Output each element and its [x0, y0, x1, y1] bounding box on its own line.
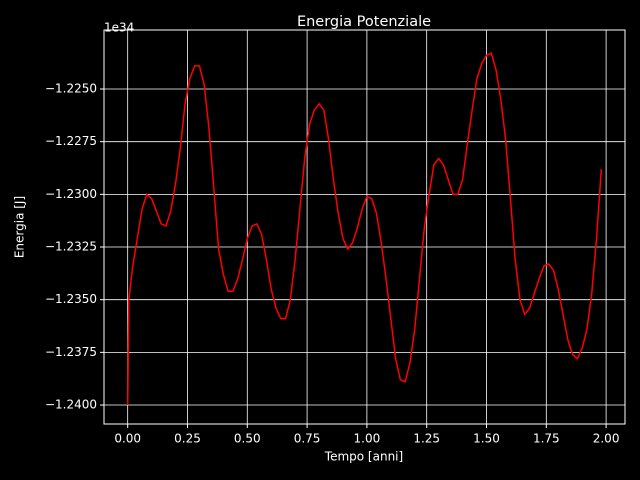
- x-tick-label: 1.50: [473, 432, 500, 446]
- data-line: [126, 52, 603, 406]
- plot-frame: [103, 29, 626, 425]
- y-tick-label: −1.2350: [45, 292, 97, 306]
- x-tick-label: 1.25: [413, 432, 440, 446]
- x-axis-label: Tempo [anni]: [324, 450, 403, 464]
- x-tick-label: 0.00: [114, 432, 141, 446]
- chart-title: Energia Potenziale: [297, 14, 431, 30]
- y-tick-label: −1.2325: [45, 240, 97, 254]
- x-tick-label: 1.75: [533, 432, 560, 446]
- y-tick-label: −1.2400: [45, 398, 97, 412]
- y-offset-label: 1e34: [104, 21, 134, 35]
- x-tick-label: 0.25: [174, 432, 201, 446]
- y-tick-label: −1.2275: [45, 134, 97, 148]
- y-tick-label: −1.2300: [45, 187, 97, 201]
- y-axis-label: Energia [J]: [13, 196, 27, 258]
- y-tick-label: −1.2375: [45, 345, 97, 359]
- x-tick-label: 0.75: [294, 432, 321, 446]
- x-tick-label: 0.50: [234, 432, 261, 446]
- x-tick-label: 1.00: [354, 432, 381, 446]
- y-tick-label: −1.2250: [45, 81, 97, 95]
- x-tick-label: 2.00: [593, 432, 620, 446]
